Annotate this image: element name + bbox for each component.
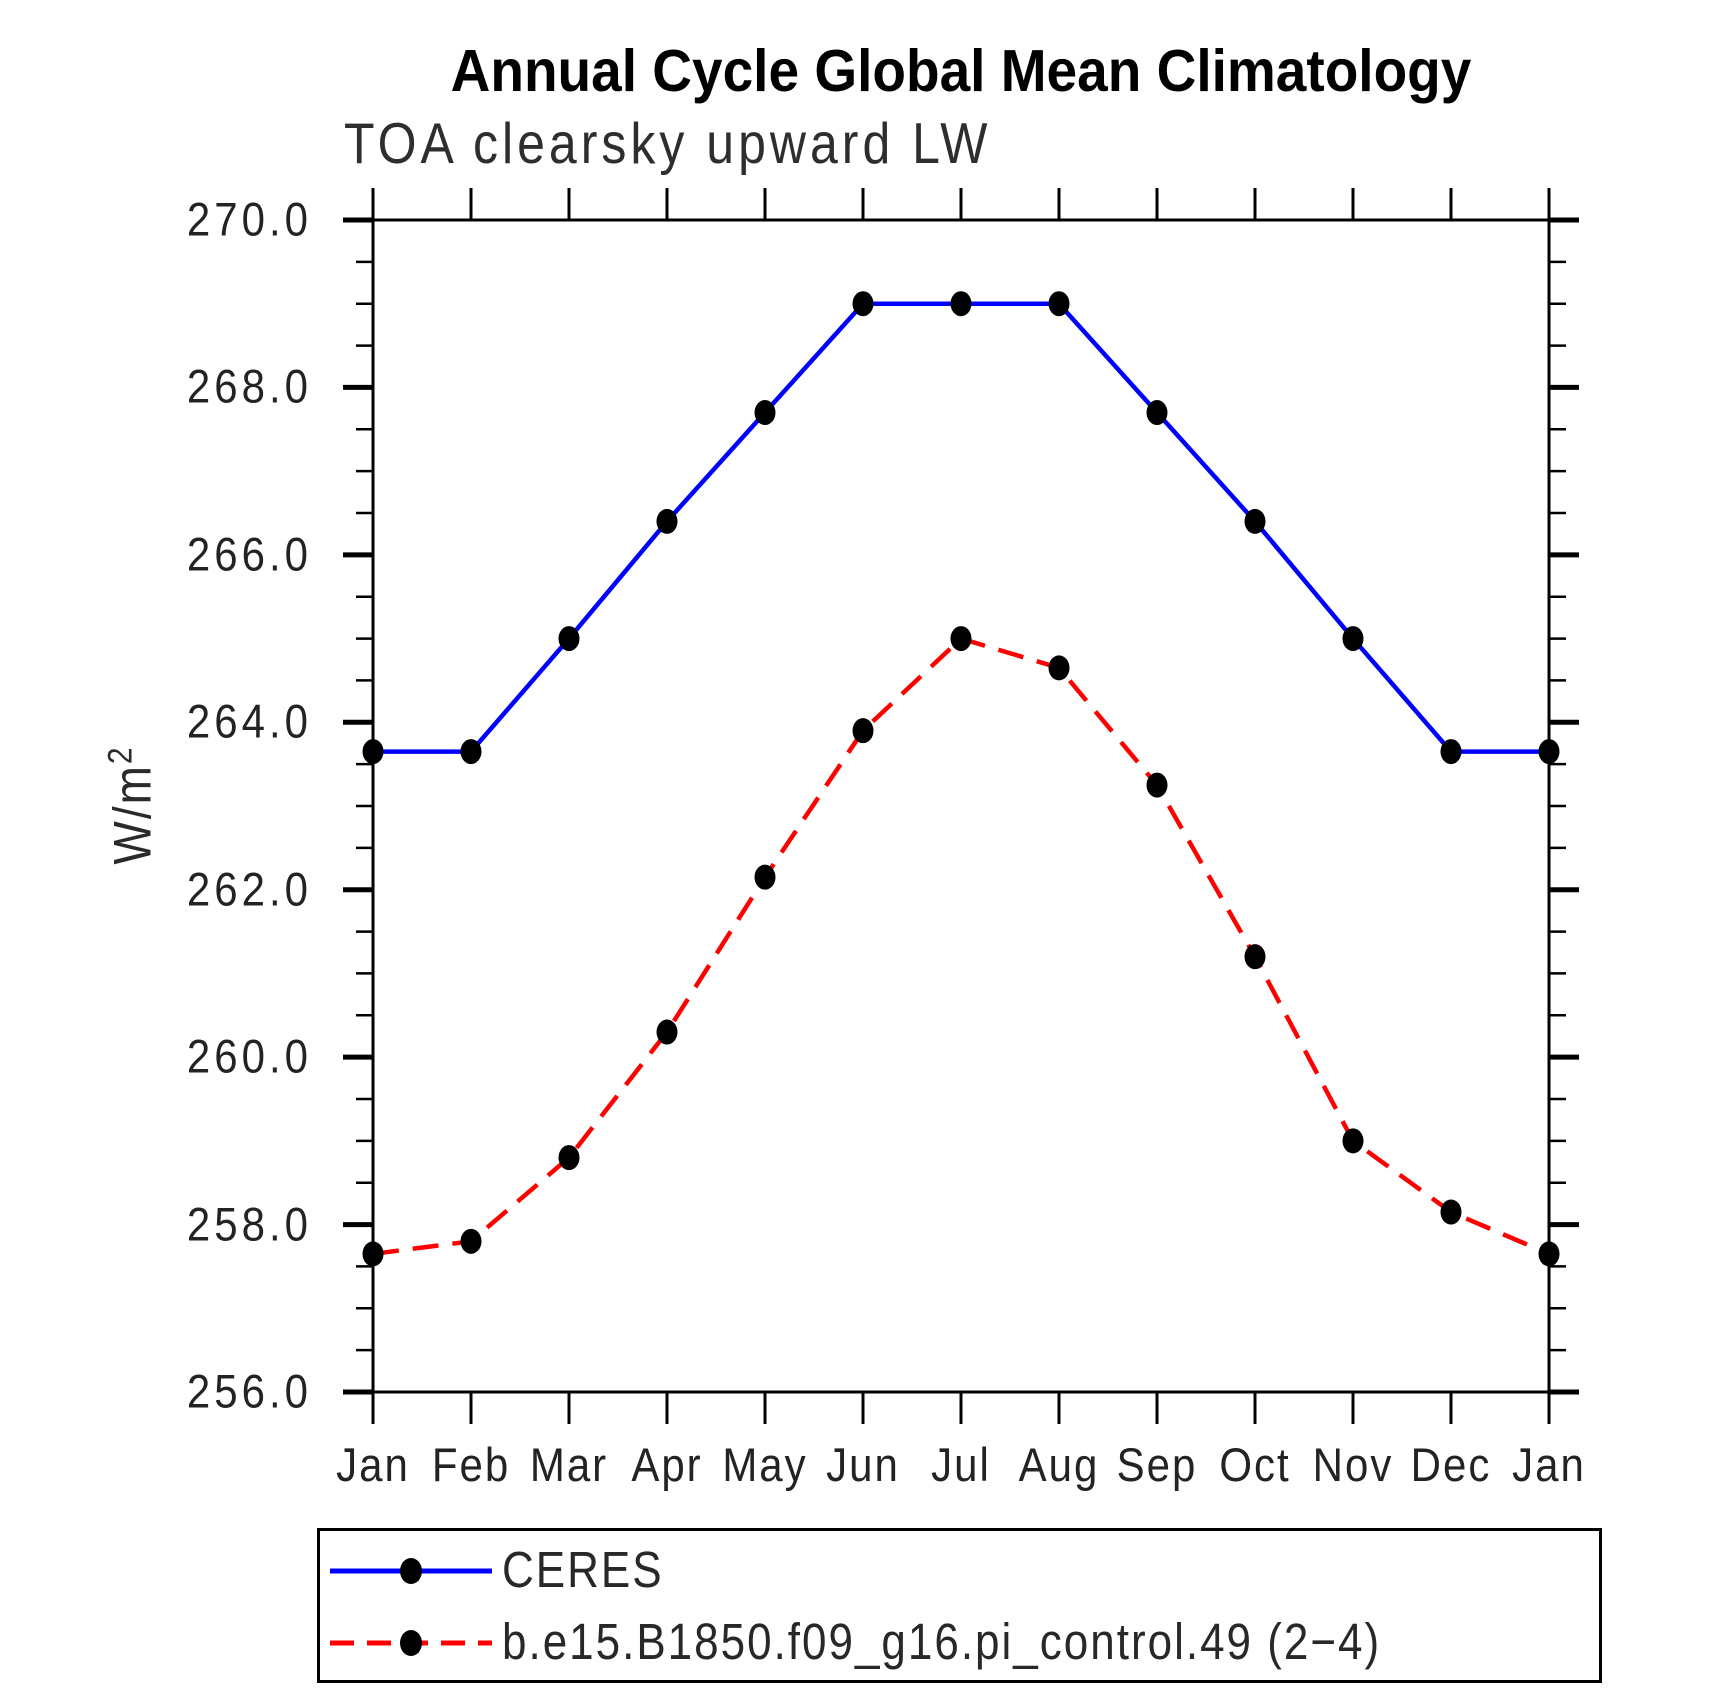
chart-title: Annual Cycle Global Mean Climatology <box>450 37 1472 105</box>
x-tick-label: Jan <box>336 1438 410 1491</box>
data-point-marker <box>558 626 580 652</box>
x-tick-label: Nov <box>1312 1438 1394 1491</box>
legend-entry-model: b.e15.B1850.f09_g16.pi_control.49 (2−4) <box>326 1613 1381 1673</box>
data-point-marker <box>1342 1128 1364 1154</box>
series-line-solid <box>373 301 1549 754</box>
data-point-marker <box>362 739 384 765</box>
data-point-marker <box>1342 626 1364 652</box>
data-point-marker <box>1146 772 1168 798</box>
legend-sample-marker <box>400 1630 422 1656</box>
x-tick-label: Feb <box>431 1438 511 1491</box>
data-point-marker <box>656 1019 678 1045</box>
x-tick-label: Jan <box>1512 1438 1586 1491</box>
series-line-dashed <box>372 636 1550 1257</box>
data-point-marker <box>460 739 482 765</box>
y-tick-label: 264.0 <box>186 695 312 749</box>
data-point-marker <box>1048 291 1070 317</box>
data-point-marker <box>950 291 972 317</box>
legend-label: CERES <box>502 1542 664 1599</box>
x-tick-label: Mar <box>529 1438 609 1491</box>
data-point-marker <box>754 864 776 890</box>
y-tick-label: 262.0 <box>186 862 312 916</box>
y-tick-label: 256.0 <box>186 1365 312 1418</box>
data-point-marker <box>1440 739 1462 765</box>
y-tick-label: 266.0 <box>186 527 312 581</box>
legend-entry-ceres: CERES <box>326 1541 664 1601</box>
data-point-marker <box>1538 739 1560 765</box>
x-tick-label: Apr <box>631 1438 703 1491</box>
data-point-marker <box>754 400 776 426</box>
data-point-marker <box>1048 655 1070 681</box>
data-point-marker <box>656 508 678 534</box>
x-tick-label: Jun <box>826 1438 900 1491</box>
data-point-marker <box>460 1228 482 1254</box>
data-point-marker <box>950 626 972 652</box>
x-tick-label: Dec <box>1410 1438 1492 1491</box>
x-tick-label: Sep <box>1116 1438 1198 1491</box>
x-tick-label: Jul <box>931 1438 991 1491</box>
y-tick-label: 260.0 <box>186 1030 312 1083</box>
data-point-marker <box>1440 1199 1462 1225</box>
x-tick-label: Oct <box>1219 1438 1291 1491</box>
chart-subtitle: TOA clearsky upward LW <box>344 111 992 176</box>
y-tick-label: 270.0 <box>186 193 312 246</box>
data-point-marker <box>362 1241 384 1267</box>
data-point-marker <box>1146 400 1168 426</box>
y-tick-label: 258.0 <box>186 1197 312 1251</box>
plot-border <box>371 218 1551 1394</box>
x-tick-label: May <box>722 1438 808 1491</box>
legend-line-sample-dashed <box>330 1630 492 1656</box>
data-point-marker <box>1244 508 1266 534</box>
legend-line-sample-solid <box>330 1558 492 1584</box>
data-point-marker <box>1538 1241 1560 1267</box>
data-point-marker <box>1244 944 1266 970</box>
data-point-marker <box>852 291 874 317</box>
legend-sample-marker <box>400 1558 422 1584</box>
legend: CERES b.e15.B1850.f09_g16.pi_control.49 … <box>317 1528 1602 1683</box>
data-point-marker <box>558 1145 580 1171</box>
x-tick-label: Aug <box>1018 1438 1100 1491</box>
y-tick-label: 268.0 <box>186 360 312 414</box>
data-point-marker <box>852 718 874 744</box>
legend-label: b.e15.B1850.f09_g16.pi_control.49 (2−4) <box>502 1614 1382 1671</box>
